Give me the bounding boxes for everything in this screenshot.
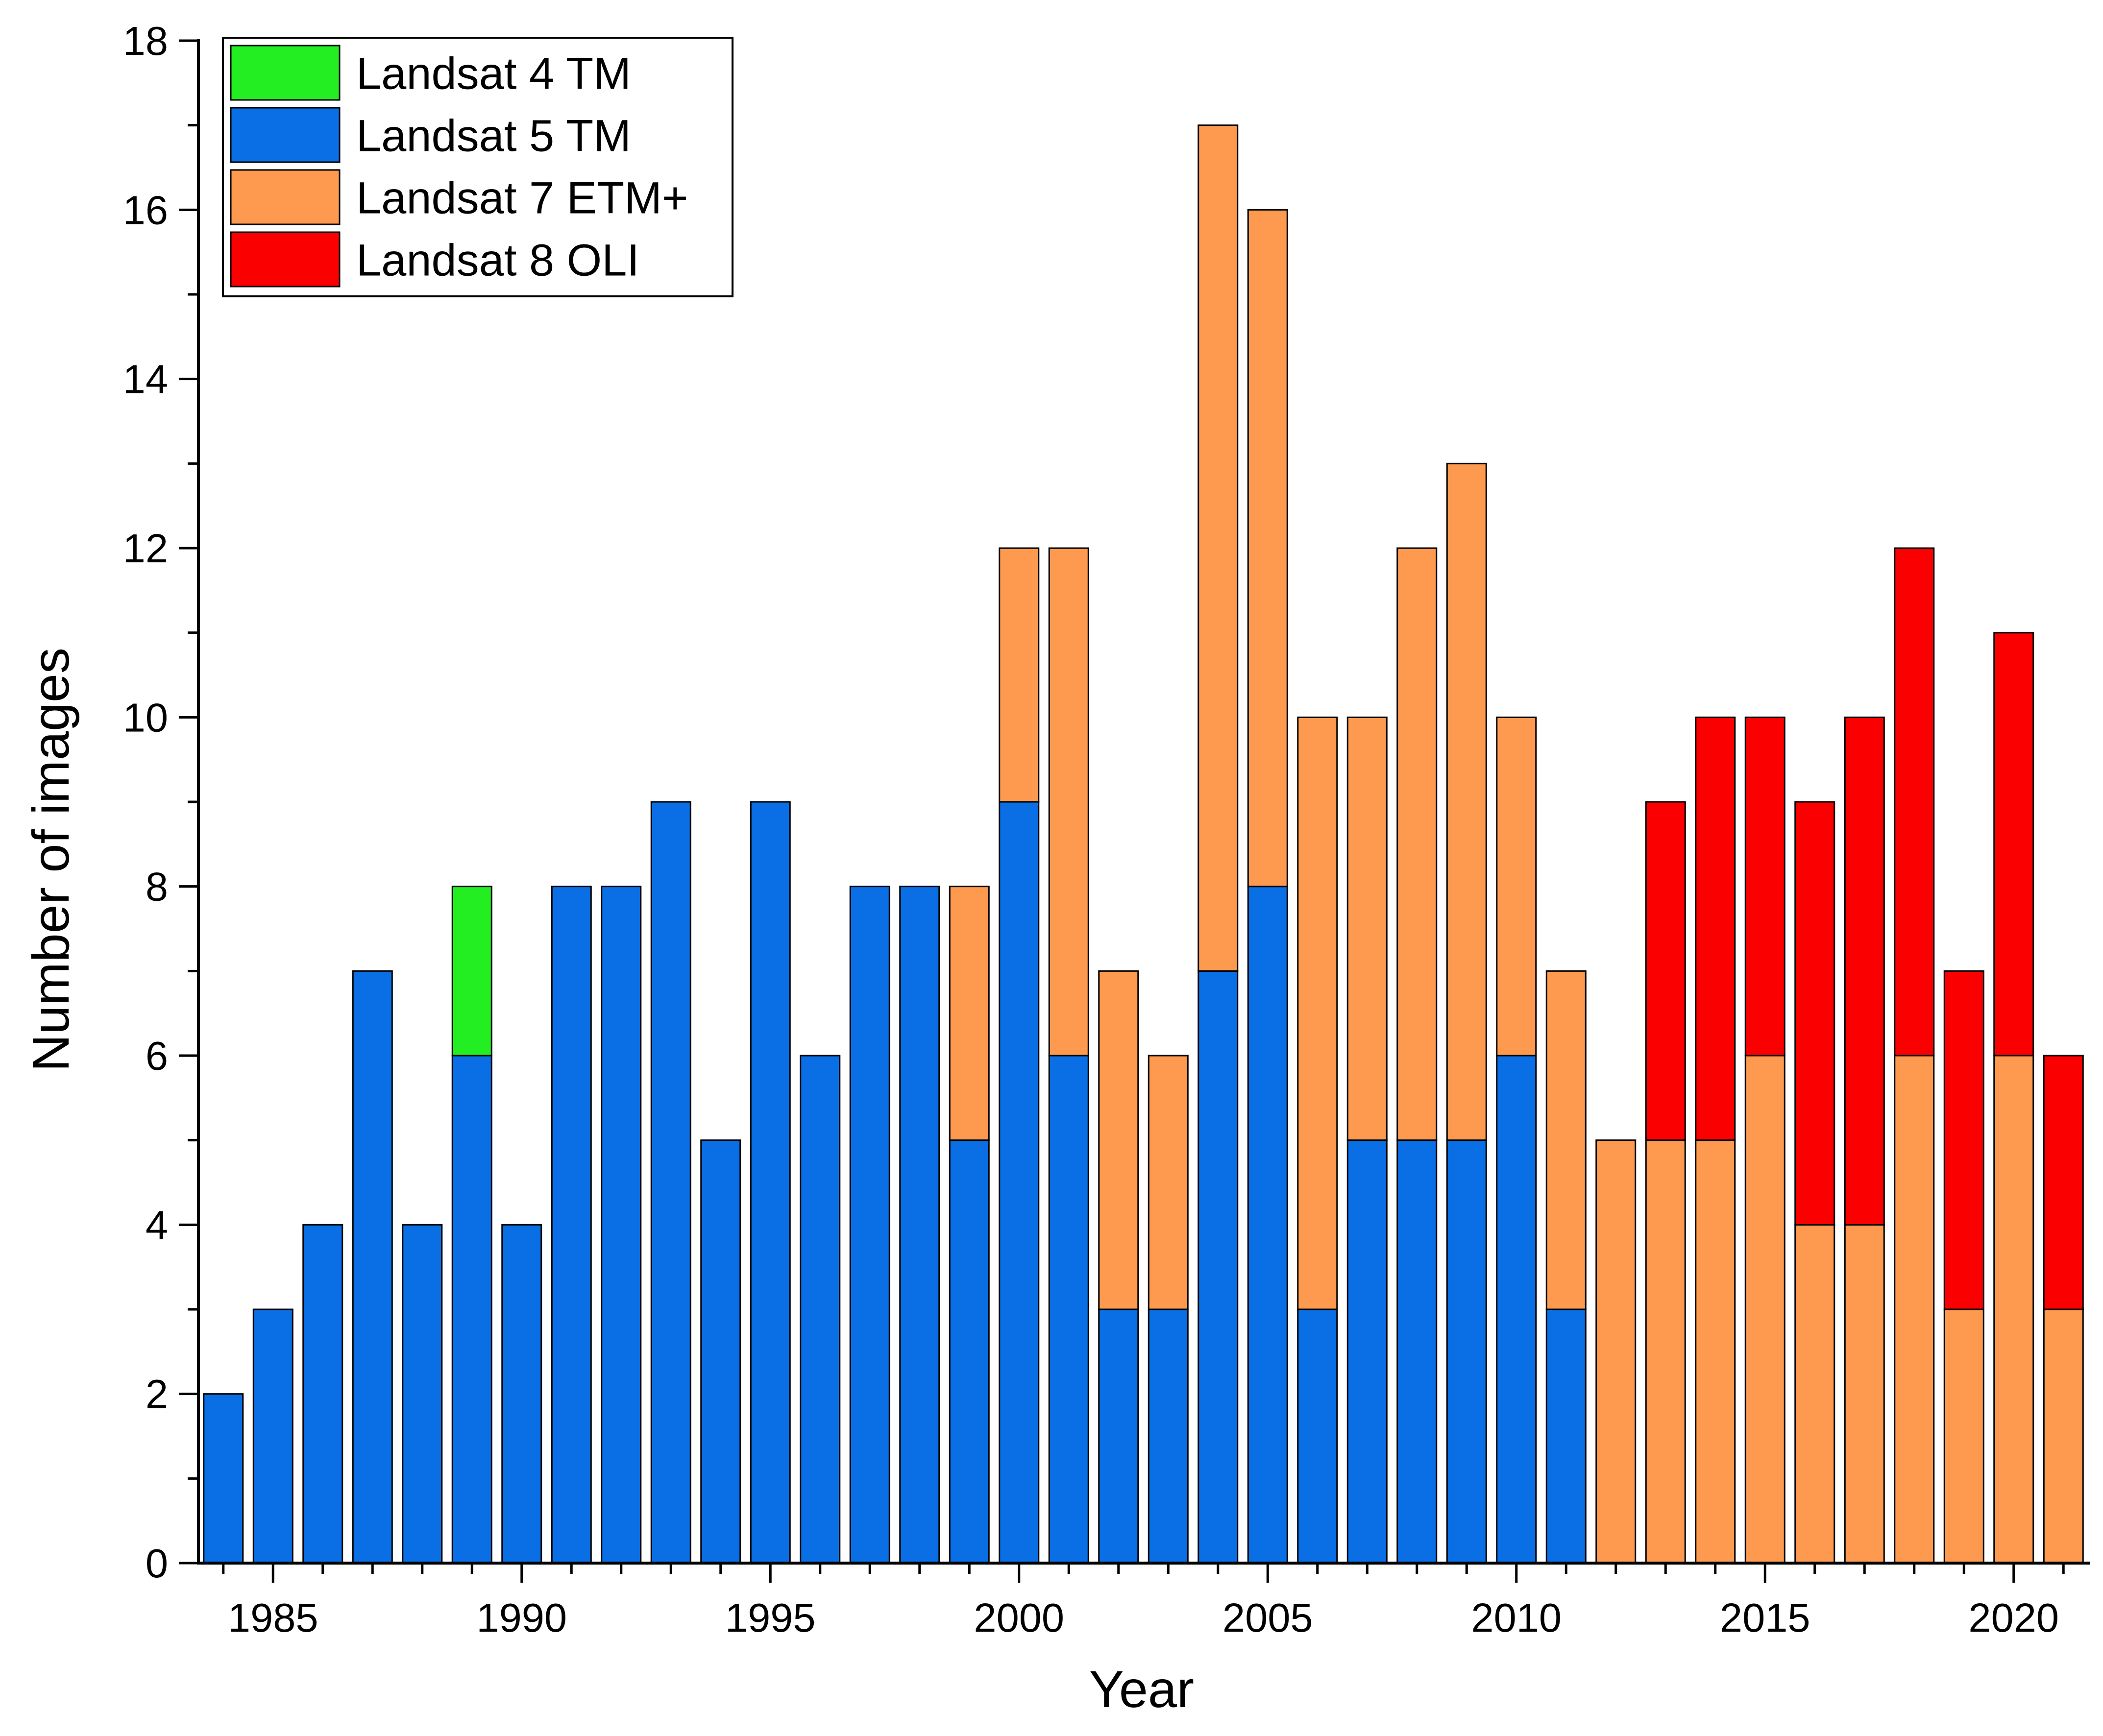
bar-2015-landsat-7-etm (1744, 1055, 1785, 1564)
x-tick-label-2015: 2015 (1720, 1595, 1810, 1640)
bar-2004-landsat-7-etm (1198, 124, 1239, 972)
bar-2000-landsat-5-tm (999, 801, 1040, 1564)
bar-2019-landsat-8-oli (1943, 970, 1984, 1310)
bar-1992-landsat-5-tm (601, 886, 642, 1564)
bar-2003-landsat-7-etm (1148, 1055, 1189, 1310)
bar-1985-landsat-5-tm (252, 1308, 293, 1564)
x-tick-label-1985: 1985 (228, 1595, 318, 1640)
bar-2017-landsat-7-etm (1844, 1224, 1885, 1564)
bar-2019-landsat-7-etm (1943, 1308, 1984, 1564)
bar-1999-landsat-5-tm (949, 1139, 990, 1564)
bar-1987-landsat-5-tm (352, 970, 393, 1564)
bar-1989-landsat-4-tm (451, 886, 492, 1057)
bar-2016-landsat-7-etm (1794, 1224, 1835, 1564)
bar-2006-landsat-7-etm (1297, 716, 1338, 1310)
legend-label-landsat-8-oli: Landsat 8 OLI (356, 236, 639, 286)
legend-swatch-landsat-8-oli (230, 231, 341, 288)
y-tick-label-14: 14 (123, 357, 168, 402)
bar-1996-landsat-5-tm (800, 1055, 841, 1564)
bar-1998-landsat-5-tm (899, 886, 940, 1564)
y-tick-label-6: 6 (146, 1033, 168, 1079)
bar-2005-landsat-7-etm (1247, 209, 1288, 888)
bar-2007-landsat-5-tm (1346, 1139, 1388, 1564)
bar-2013-landsat-7-etm (1645, 1139, 1686, 1564)
bar-2021-landsat-8-oli (2043, 1055, 2084, 1310)
y-tick-label-8: 8 (146, 864, 168, 910)
bar-2002-landsat-5-tm (1098, 1308, 1139, 1564)
axes-layer: 0 2 4 6 8 10 12 14 16 18 1985 1990 1995 2000 2005 2010 2… (123, 18, 2090, 1640)
legend-swatch-landsat-7-etm (230, 169, 341, 225)
bar-2011-landsat-7-etm (1545, 970, 1587, 1310)
bar-2008-landsat-7-etm (1396, 547, 1438, 1141)
bar-2016-landsat-8-oli (1794, 801, 1835, 1226)
legend-label-landsat-4-tm: Landsat 4 TM (356, 49, 631, 99)
bar-2009-landsat-7-etm (1446, 462, 1487, 1141)
bar-2001-landsat-7-etm (1048, 547, 1089, 1057)
y-tick-label-10: 10 (123, 695, 168, 740)
bar-1995-landsat-5-tm (750, 801, 791, 1564)
legend-label-landsat-7-etm: Landsat 7 ETM+ (356, 173, 688, 223)
bar-1990-landsat-5-tm (501, 1224, 542, 1564)
bar-2005-landsat-5-tm (1247, 886, 1288, 1564)
bar-2010-landsat-5-tm (1496, 1055, 1537, 1564)
bar-1986-landsat-5-tm (302, 1224, 343, 1564)
bar-2001-landsat-5-tm (1048, 1055, 1089, 1564)
bar-2008-landsat-5-tm (1396, 1139, 1438, 1564)
bar-2014-landsat-8-oli (1695, 716, 1736, 1141)
bar-2018-landsat-8-oli (1894, 547, 1935, 1057)
bar-2003-landsat-5-tm (1148, 1308, 1189, 1564)
y-tick-label-2: 2 (146, 1372, 168, 1417)
bars-layer (203, 124, 2084, 1564)
bar-1997-landsat-5-tm (849, 886, 890, 1564)
bar-2020-landsat-7-etm (1993, 1055, 2034, 1564)
bar-2017-landsat-8-oli (1844, 716, 1885, 1226)
bar-2010-landsat-7-etm (1496, 716, 1537, 1057)
bar-2013-landsat-8-oli (1645, 801, 1686, 1141)
bar-1994-landsat-5-tm (700, 1139, 741, 1564)
y-tick-label-0: 0 (146, 1541, 168, 1586)
bar-2021-landsat-7-etm (2043, 1308, 2084, 1564)
bar-1991-landsat-5-tm (551, 886, 592, 1564)
bar-1989-landsat-5-tm (451, 1055, 492, 1564)
bar-1993-landsat-5-tm (650, 801, 691, 1564)
bar-2011-landsat-5-tm (1545, 1308, 1587, 1564)
y-tick-label-4: 4 (146, 1202, 168, 1248)
x-tick-label-2010: 2010 (1471, 1595, 1562, 1640)
bar-1984-landsat-5-tm (203, 1393, 244, 1564)
y-tick-label-18: 18 (123, 18, 168, 64)
bar-1988-landsat-5-tm (402, 1224, 443, 1564)
legend: Landsat 4 TM Landsat 5 TM Landsat 7 ETM+ La… (222, 37, 734, 297)
bar-2000-landsat-7-etm (999, 547, 1040, 803)
legend-swatch-landsat-5-tm (230, 107, 341, 163)
bar-2002-landsat-7-etm (1098, 970, 1139, 1310)
bar-1999-landsat-7-etm (949, 886, 990, 1141)
x-tick-label-1990: 1990 (476, 1595, 567, 1640)
bar-2018-landsat-7-etm (1894, 1055, 1935, 1564)
bar-2012-landsat-7-etm (1595, 1139, 1637, 1564)
x-tick-label-2020: 2020 (1968, 1595, 2059, 1640)
bar-2020-landsat-8-oli (1993, 632, 2034, 1057)
x-tick-label-2000: 2000 (974, 1595, 1064, 1640)
x-tick-label-1995: 1995 (725, 1595, 816, 1640)
y-tick-label-16: 16 (123, 187, 168, 233)
x-axis-title: Year (1089, 1661, 1194, 1718)
y-tick-label-12: 12 (123, 526, 168, 571)
bar-2014-landsat-7-etm (1695, 1139, 1736, 1564)
bar-2006-landsat-5-tm (1297, 1308, 1338, 1564)
y-axis-title: Number of images (22, 648, 80, 1072)
bar-2004-landsat-5-tm (1198, 970, 1239, 1564)
legend-swatch-landsat-4-tm (230, 45, 341, 101)
legend-label-landsat-5-tm: Landsat 5 TM (356, 111, 631, 161)
bar-2007-landsat-7-etm (1346, 716, 1388, 1141)
x-tick-label-2005: 2005 (1223, 1595, 1313, 1640)
bar-2009-landsat-5-tm (1446, 1139, 1487, 1564)
bar-2015-landsat-8-oli (1744, 716, 1785, 1057)
